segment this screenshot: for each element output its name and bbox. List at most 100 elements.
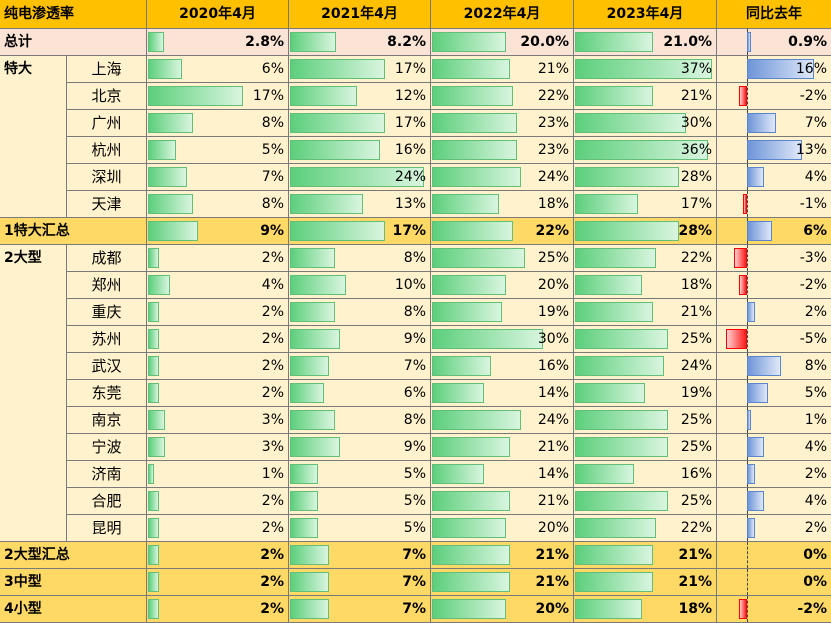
data-bar [575, 437, 668, 457]
data-bar [290, 410, 335, 430]
yoy-axis-line [747, 569, 748, 595]
value-cell-col4: 17% [574, 191, 717, 218]
value-cell-col4: 21% [574, 299, 717, 326]
value-text: 36% [680, 142, 712, 158]
data-bar [290, 302, 335, 322]
value-text: 1% [261, 466, 284, 482]
value-cell-col4: 37% [574, 56, 717, 83]
value-text: 12% [394, 88, 426, 104]
city-name: 南京 [67, 407, 147, 434]
data-bar [432, 167, 521, 187]
data-bar [432, 302, 503, 322]
value-text: 2% [261, 250, 284, 266]
value-cell-col2: 13% [289, 191, 431, 218]
yoy-cell: -2% [717, 83, 831, 110]
yoy-negative-bar [742, 194, 747, 214]
yoy-axis-line [747, 272, 748, 298]
value-text: 2% [261, 304, 284, 320]
data-bar [148, 140, 176, 160]
data-bar [432, 383, 484, 403]
table-title: 纯电渗透率 [0, 0, 147, 29]
data-bar [432, 194, 499, 214]
value-cell-col1: 4% [147, 272, 289, 299]
group-label-cell [0, 326, 67, 353]
value-text: 18% [680, 277, 712, 293]
city-name: 杭州 [67, 137, 147, 164]
value-cell-col1: 2.8% [147, 29, 289, 56]
group-label-cell [0, 515, 67, 542]
value-cell-col3: 21% [431, 569, 574, 596]
yoy-axis-line [747, 191, 748, 217]
data-bar [575, 383, 646, 403]
yoy-cell: 2% [717, 299, 831, 326]
data-bar [575, 491, 668, 511]
value-cell-col1: 8% [147, 110, 289, 137]
data-bar [432, 113, 518, 133]
yoy-cell: 8% [717, 353, 831, 380]
yoy-axis-line [747, 326, 748, 352]
city-name: 郑州 [67, 272, 147, 299]
data-bar [290, 113, 386, 133]
data-bar [290, 167, 425, 187]
yoy-cell: 4% [717, 488, 831, 515]
data-bar [290, 221, 386, 241]
value-cell-col4: 24% [574, 353, 717, 380]
value-cell-col2: 17% [289, 218, 431, 245]
value-text: 21% [678, 574, 712, 590]
value-cell-col4: 28% [574, 218, 717, 245]
group-summary-label: 2大型汇总 [0, 542, 147, 569]
data-bar [290, 599, 330, 619]
data-bar [290, 32, 336, 52]
yoy-cell: 6% [717, 218, 831, 245]
value-cell-col2: 17% [289, 110, 431, 137]
value-text: 4% [261, 277, 284, 293]
value-text: 22% [680, 520, 712, 536]
value-text: 7% [402, 601, 426, 617]
data-bar [290, 356, 330, 376]
value-cell-col4: 25% [574, 326, 717, 353]
yoy-positive-bar [747, 383, 768, 403]
data-bar [575, 248, 657, 268]
value-text: 10% [394, 277, 426, 293]
value-text: 22% [535, 223, 569, 239]
column-header-2: 2021年4月 [289, 0, 431, 29]
data-bar [290, 329, 341, 349]
value-text: 21% [535, 547, 569, 563]
value-text: 2% [261, 358, 284, 374]
value-text: 22% [680, 250, 712, 266]
city-name: 济南 [67, 461, 147, 488]
value-cell-col3: 16% [431, 353, 574, 380]
data-bar [432, 599, 506, 619]
value-cell-col3: 20% [431, 515, 574, 542]
value-cell-col1: 9% [147, 218, 289, 245]
yoy-text: 16% [795, 61, 827, 77]
value-text: 25% [537, 250, 569, 266]
data-bar [148, 32, 164, 52]
value-text: 21% [680, 88, 712, 104]
yoy-positive-bar [747, 167, 764, 187]
data-bar [432, 86, 514, 106]
yoy-cell: 13% [717, 137, 831, 164]
data-bar [290, 545, 330, 565]
value-cell-col3: 22% [431, 83, 574, 110]
yoy-positive-bar [747, 32, 751, 52]
value-text: 16% [394, 142, 426, 158]
data-bar [290, 194, 363, 214]
yoy-text: 13% [795, 142, 827, 158]
value-text: 19% [537, 304, 569, 320]
yoy-text: -2% [799, 277, 827, 293]
city-name: 武汉 [67, 353, 147, 380]
value-cell-col2: 8% [289, 245, 431, 272]
column-header-3: 2022年4月 [431, 0, 574, 29]
data-bar [148, 275, 171, 295]
value-text: 7% [403, 358, 426, 374]
value-text: 8% [261, 196, 284, 212]
data-bar [575, 59, 712, 79]
yoy-negative-bar [734, 248, 747, 268]
total-label: 总计 [0, 29, 147, 56]
yoy-cell: 4% [717, 434, 831, 461]
value-text: 20% [537, 277, 569, 293]
data-bar [290, 59, 386, 79]
value-text: 5% [403, 520, 426, 536]
value-cell-col2: 7% [289, 353, 431, 380]
